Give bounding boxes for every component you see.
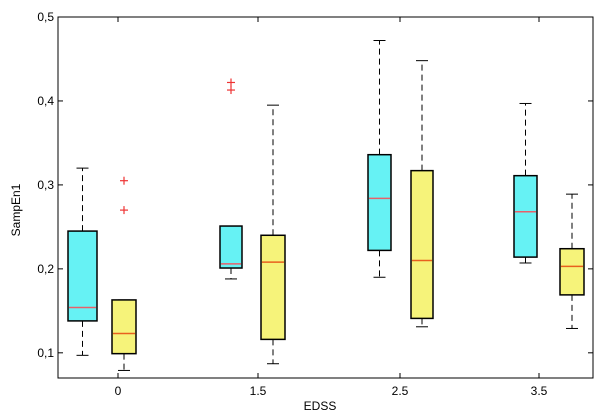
y-axis-label: SampEn1 (9, 183, 23, 236)
box-body (67, 230, 98, 322)
box-2-2.5 (410, 60, 434, 328)
y-tick-label: 0,4 (37, 94, 54, 108)
x-tick-label: 3.5 (531, 384, 548, 398)
outlier-marker (227, 78, 235, 87)
x-tick-label: 2.5 (392, 384, 409, 398)
box-2-3.5 (559, 193, 585, 329)
box-1-0 (67, 167, 98, 356)
box-body (410, 169, 434, 320)
axes-layer: 0,1 0,2 0,3 0,4 0,5 0 1.5 2.5 3.5 (37, 10, 593, 398)
box-body (219, 225, 243, 269)
x-tick-label: 0 (115, 384, 122, 398)
outlier-marker (227, 86, 235, 95)
y-tick-label: 0,5 (37, 10, 54, 24)
box-2-1.5 (260, 104, 286, 365)
y-tick-label: 0,3 (37, 178, 54, 192)
y-tick-label: 0,2 (37, 262, 54, 276)
outlier-marker (120, 176, 128, 185)
boxes-layer (67, 40, 585, 371)
y-tick-label: 0,1 (37, 346, 54, 360)
plot-area (57, 16, 594, 379)
box-body (111, 299, 137, 355)
box-1-3.5 (513, 102, 538, 264)
box-body (260, 234, 286, 341)
box-body (513, 174, 538, 258)
box-body (367, 153, 392, 252)
box-2-0 (111, 176, 137, 371)
outlier-marker (120, 206, 128, 215)
x-tick-label: 1.5 (250, 384, 267, 398)
x-axis-label: EDSS (304, 399, 337, 413)
box-1-2.5 (367, 40, 392, 278)
box-body (559, 247, 585, 296)
box-1-1.5 (219, 78, 243, 280)
